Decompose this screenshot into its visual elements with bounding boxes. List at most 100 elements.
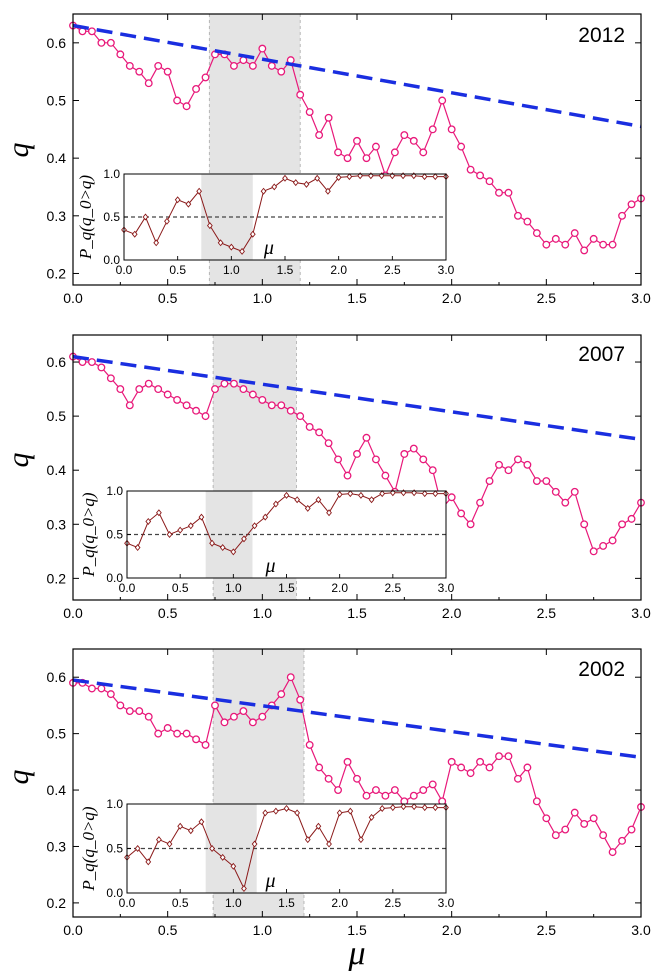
inset-y-tick-label: 1.0 bbox=[106, 484, 123, 498]
data-point bbox=[87, 358, 96, 366]
data-point bbox=[144, 79, 153, 88]
data-point bbox=[400, 450, 409, 458]
data-point bbox=[570, 229, 579, 238]
data-point bbox=[248, 390, 257, 399]
data-point bbox=[173, 395, 182, 404]
y-axis-label: q bbox=[2, 143, 35, 158]
data-point bbox=[523, 217, 532, 226]
data-point bbox=[485, 177, 494, 186]
data-point bbox=[371, 142, 380, 151]
x-tick-label: 3.0 bbox=[631, 605, 651, 621]
data-point bbox=[551, 234, 560, 243]
data-point bbox=[106, 374, 115, 383]
data-point bbox=[315, 763, 324, 772]
y-tick-label: 0.6 bbox=[47, 35, 67, 51]
data-point bbox=[381, 791, 390, 800]
data-point bbox=[495, 188, 503, 197]
x-tick-label: 2.5 bbox=[537, 290, 557, 306]
inset-data-point bbox=[272, 500, 279, 508]
data-point bbox=[324, 439, 333, 448]
data-point bbox=[343, 471, 352, 480]
x-tick-label: 1.0 bbox=[253, 922, 273, 938]
data-point bbox=[419, 786, 428, 795]
data-point bbox=[428, 780, 437, 789]
inset-data-point bbox=[358, 836, 364, 844]
inset-data-point bbox=[304, 836, 311, 844]
data-point bbox=[485, 477, 494, 485]
inset-data-point bbox=[282, 174, 288, 182]
data-point bbox=[390, 148, 399, 157]
inset-data-point bbox=[432, 804, 439, 812]
inset-data-point bbox=[251, 840, 258, 848]
data-point bbox=[315, 428, 324, 437]
inset-data-point bbox=[335, 173, 342, 181]
data-point bbox=[173, 729, 182, 738]
data-point bbox=[334, 455, 343, 464]
x-tick-label: 3.0 bbox=[631, 290, 651, 306]
data-point bbox=[248, 61, 257, 70]
data-point bbox=[192, 735, 201, 744]
data-point bbox=[144, 712, 153, 721]
data-point bbox=[476, 498, 485, 507]
inset-data-point bbox=[230, 862, 237, 870]
data-point bbox=[599, 831, 608, 840]
data-point bbox=[551, 487, 560, 496]
data-point bbox=[504, 466, 513, 475]
year-label: 2007 bbox=[578, 343, 625, 366]
data-point bbox=[87, 684, 96, 693]
inset-data-point bbox=[271, 183, 278, 191]
data-point bbox=[618, 211, 627, 220]
inset-data-point bbox=[262, 513, 269, 521]
data-point bbox=[201, 73, 210, 82]
inset-y-tick-label: 1.0 bbox=[103, 167, 120, 181]
y-tick-label: 0.4 bbox=[47, 782, 67, 798]
inset-data-point bbox=[185, 200, 192, 208]
x-tick-label: 1.0 bbox=[253, 290, 273, 306]
data-point bbox=[154, 729, 163, 738]
data-point bbox=[192, 85, 201, 93]
data-point bbox=[390, 786, 399, 795]
data-point bbox=[229, 379, 238, 388]
inset-x-tick-label: 1.5 bbox=[278, 581, 295, 595]
data-point bbox=[438, 96, 447, 105]
x-axis-label: μ bbox=[347, 935, 365, 972]
inset-data-point bbox=[314, 174, 321, 182]
inset-data-point bbox=[315, 496, 322, 504]
inset-y-tick-label: 0.5 bbox=[106, 842, 123, 856]
x-tick-label: 2.0 bbox=[442, 290, 462, 306]
data-point bbox=[362, 433, 371, 442]
data-point bbox=[154, 385, 163, 394]
data-point bbox=[371, 455, 380, 464]
data-point bbox=[305, 108, 314, 116]
data-point bbox=[570, 808, 579, 817]
inset-x-tick-label: 0.0 bbox=[119, 896, 136, 910]
data-point bbox=[353, 136, 361, 145]
inset-2012: 0.0 0.5 1.0 1.5 2.0 2.5 3.0 0.0 0.5 1.0 μ P_q(q_0>q… bbox=[76, 167, 455, 277]
x-tick-label: 1.0 bbox=[253, 605, 273, 621]
data-point bbox=[315, 131, 324, 140]
inset-data-point bbox=[421, 490, 428, 498]
inset-data-point bbox=[241, 885, 247, 893]
data-point bbox=[513, 774, 522, 783]
inset-y-tick-label: 0.5 bbox=[103, 210, 120, 224]
inset-data-point bbox=[326, 509, 332, 517]
data-point bbox=[589, 234, 598, 243]
data-point bbox=[106, 38, 115, 47]
data-point bbox=[362, 154, 371, 163]
data-point bbox=[324, 774, 333, 783]
inset-data-point bbox=[260, 187, 267, 195]
data-point bbox=[495, 460, 503, 469]
inset-data-point bbox=[389, 804, 396, 812]
data-point bbox=[182, 729, 191, 738]
x-tick-label: 0.5 bbox=[158, 922, 178, 938]
data-point bbox=[135, 707, 144, 716]
data-point bbox=[523, 763, 532, 772]
inset-y-tick-label: 0.5 bbox=[106, 528, 123, 542]
data-point bbox=[296, 90, 305, 99]
data-point bbox=[589, 547, 598, 556]
year-label: 2002 bbox=[578, 658, 625, 681]
data-point bbox=[371, 786, 380, 795]
data-point bbox=[457, 142, 466, 151]
data-point bbox=[229, 61, 238, 70]
